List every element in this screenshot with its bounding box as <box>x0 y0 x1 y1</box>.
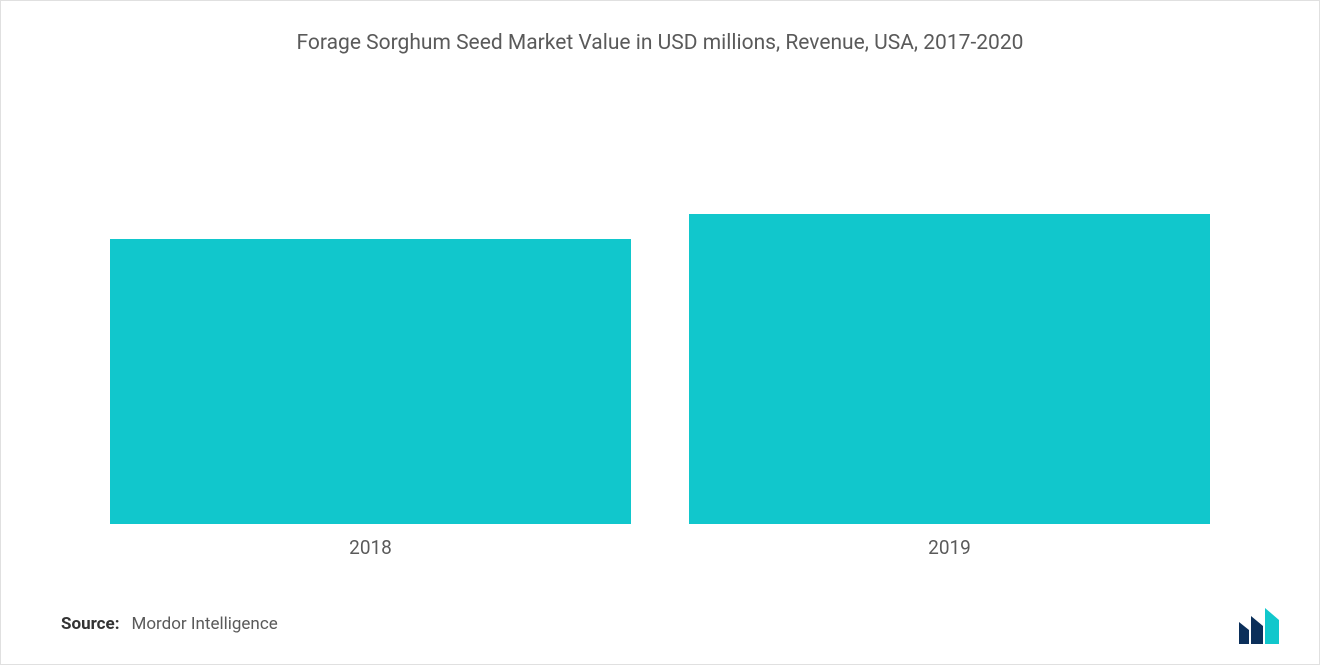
plot-area: 2018 2019 <box>61 65 1259 559</box>
source-label: Source: <box>61 614 119 634</box>
bar-group-1: 2019 <box>689 214 1210 559</box>
chart-title: Forage Sorghum Seed Market Value in USD … <box>61 31 1259 55</box>
brand-logo-icon <box>1239 608 1289 644</box>
bar-group-0: 2018 <box>110 239 631 559</box>
bar-0 <box>110 239 631 524</box>
source-line: Source: Mordor Intelligence <box>61 614 1259 634</box>
bar-1 <box>689 214 1210 524</box>
source-text: Mordor Intelligence <box>131 614 277 634</box>
chart-container: Forage Sorghum Seed Market Value in USD … <box>1 1 1319 664</box>
bar-label-1: 2019 <box>928 536 971 559</box>
bar-label-0: 2018 <box>349 536 392 559</box>
